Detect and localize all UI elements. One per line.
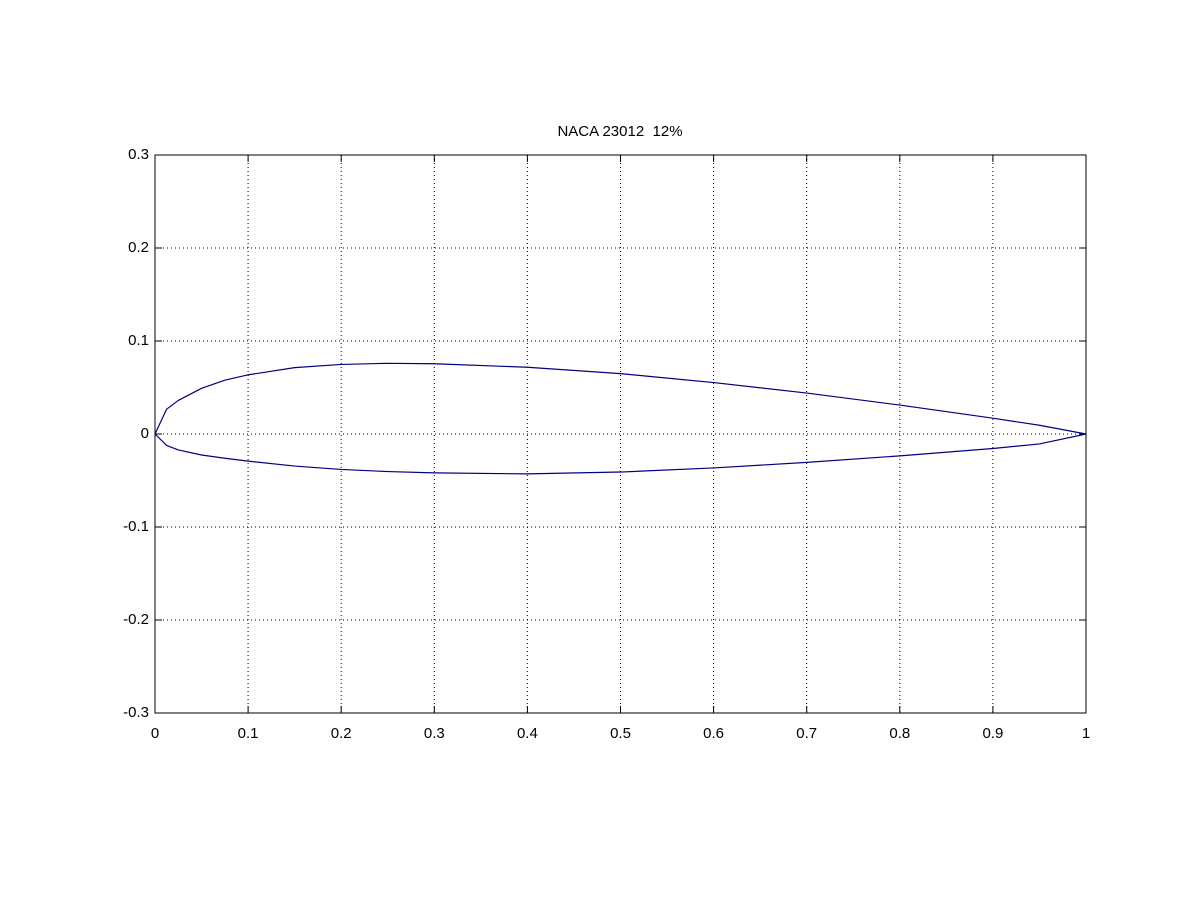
chart-title: NACA 23012 12% [557,123,682,140]
y-tick-label: -0.1 [123,518,149,535]
y-tick-label: -0.2 [123,611,149,628]
x-tick-label: 0.2 [331,725,352,742]
y-tick-label: 0.2 [128,239,149,256]
x-tick-label: 0.3 [424,725,445,742]
x-tick-label: 0.7 [796,725,817,742]
airfoil-line [154,362,1087,435]
y-tick-label: -0.3 [123,704,149,721]
x-tick-label: 0.1 [238,725,259,742]
x-tick-label: 0.8 [889,725,910,742]
y-tick-label: 0 [141,425,149,442]
x-tick-label: 0.6 [703,725,724,742]
x-tick-label: 1 [1082,725,1090,742]
x-tick-label: 0.9 [982,725,1003,742]
y-tick-label: 0.1 [128,332,149,349]
x-tick-label: 0.5 [610,725,631,742]
airfoil-line [154,433,1087,475]
x-tick-label: 0 [151,725,159,742]
x-tick-label: 0.4 [517,725,538,742]
y-tick-label: 0.3 [128,146,149,163]
